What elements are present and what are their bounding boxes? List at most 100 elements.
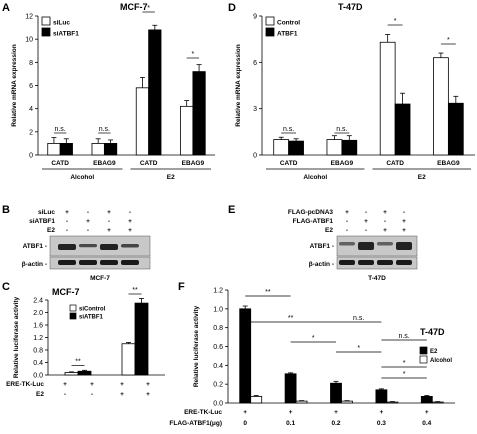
- row-sign: +: [334, 409, 338, 416]
- blot-cell-label: MCF-7: [90, 275, 110, 282]
- blot-sign: +: [128, 227, 132, 234]
- actin-band: [396, 260, 412, 265]
- blot-sign: -: [129, 209, 131, 216]
- significance-label: n.s.: [398, 333, 409, 340]
- y-axis-title: Relative mRNA expression: [11, 44, 18, 127]
- y-tick-label: 4: [29, 106, 33, 113]
- row-sign: +: [425, 409, 429, 416]
- blot-sign: -: [87, 209, 89, 216]
- bar: [59, 143, 73, 156]
- blot-row-label: FLAG-ATBF1: [293, 218, 334, 225]
- bar: [250, 396, 263, 404]
- band-label: ATBF1 -: [310, 243, 334, 250]
- y-tick-label: 0.6: [213, 344, 223, 351]
- y-tick-label: 0: [29, 153, 33, 160]
- bar: [394, 103, 411, 156]
- blot-row-label: siLuc: [38, 209, 55, 216]
- bar: [295, 400, 308, 404]
- bar: [180, 105, 194, 156]
- dose-label: 0.1: [286, 420, 295, 427]
- blot-row-label: FLAG-pcDNA3: [288, 209, 334, 216]
- row-sign: +: [243, 409, 247, 416]
- y-tick-label: 0.8: [33, 348, 43, 355]
- y-tick-label: 2.4: [33, 298, 43, 305]
- legend-swatch: [419, 346, 428, 355]
- bar: [431, 401, 444, 404]
- atbf1-band: [358, 242, 374, 250]
- bar: [77, 370, 92, 376]
- legend-swatch: [419, 355, 428, 364]
- condition-rows-c: ERE-TK-Luc + + + + E2 - - + +: [6, 381, 150, 398]
- x-tick-label: CATD: [386, 160, 404, 167]
- row-sign: +: [146, 381, 150, 388]
- bar: [103, 143, 118, 156]
- y-tick-label: 0.4: [33, 360, 43, 367]
- actin-band: [58, 260, 76, 265]
- blot-sign: +: [345, 209, 349, 216]
- atbf1-band: [339, 242, 355, 246]
- bar: [326, 139, 343, 156]
- x-tick-label: EBAG9: [182, 160, 205, 167]
- western-blot-b: siLuc + - + - siATBF1 - + - + E2 - - + + ATBF1 - β-actin…: [22, 209, 151, 282]
- significance-label: *: [312, 335, 315, 342]
- actin-band: [121, 260, 139, 265]
- panel-letter-b: B: [2, 204, 10, 216]
- legend-swatch: [265, 27, 275, 37]
- significance-label: n.s.: [353, 315, 364, 322]
- blot-sign: +: [402, 218, 406, 225]
- blot-sign: -: [108, 218, 110, 225]
- chart-a: 0 2 4 6 8 10 12 Relative mRNA expression CATD n.s…: [11, 5, 215, 181]
- x-tick-label: CATD: [280, 160, 298, 167]
- atbf1-band: [79, 244, 97, 248]
- bar: [375, 389, 388, 404]
- bar: [420, 396, 433, 404]
- bar: [284, 373, 297, 404]
- legend-label: siATBF1: [79, 315, 104, 321]
- western-blot-e: FLAG-pcDNA3 + - + - FLAG-ATBF1 - + - + E2 - - + + ATBF1…: [288, 209, 418, 282]
- row-sign: +: [380, 409, 384, 416]
- row-sign: -: [64, 391, 66, 398]
- group-label: E2: [167, 174, 175, 181]
- blot-membrane-top: [336, 235, 418, 257]
- blot-sign: -: [66, 218, 68, 225]
- bar: [135, 87, 150, 156]
- legend-label: siControl: [79, 307, 106, 313]
- row-sign: +: [63, 381, 67, 388]
- legend-swatch: [265, 16, 275, 26]
- x-tick-label: EBAG9: [331, 160, 354, 167]
- bar: [47, 143, 61, 156]
- blot-sign: +: [402, 227, 406, 234]
- group-label: Alcohol: [70, 174, 94, 181]
- bar: [433, 57, 449, 156]
- significance-label: *: [403, 371, 406, 378]
- row-label: ERE-TK-Luc: [6, 381, 44, 388]
- panel-d-title: T-47D: [338, 2, 363, 12]
- condition-rows-f: ERE-TK-Luc FLAG-ATBF1(μg) +0 +0.1 +0.2 +0.3 +0…: [169, 409, 431, 427]
- significance-label: *: [394, 18, 397, 25]
- panel-letter-a: A: [2, 2, 10, 14]
- blot-sign: +: [383, 209, 387, 216]
- y-tick-label: 1.2: [33, 335, 43, 342]
- significance-label: **: [288, 315, 294, 322]
- blot-sign: -: [346, 227, 348, 234]
- bar: [273, 139, 290, 156]
- significance-label: n.s.: [54, 126, 65, 133]
- band-label: ATBF1 -: [23, 243, 47, 250]
- blot-row-label: siATBF1: [29, 218, 55, 225]
- significance-label: n.s.: [336, 126, 347, 133]
- group-label: E2: [418, 174, 426, 181]
- group-label: Alcohol: [303, 174, 327, 181]
- legend-swatch: [69, 304, 77, 312]
- bar: [134, 302, 149, 376]
- blot-sign: -: [365, 209, 367, 216]
- chart-f: 0.0 0.2 0.4 0.6 0.8 1.0 1.2 Relative luciferase…: [193, 288, 455, 408]
- actin-band: [339, 260, 355, 265]
- bar: [64, 372, 79, 376]
- y-axis-title: Relative luciferase activity: [13, 296, 20, 378]
- legend-label: siLuc: [53, 20, 70, 27]
- legend-label: Alcohol: [430, 358, 452, 364]
- blot-sign: -: [87, 227, 89, 234]
- y-tick-label: 10: [25, 37, 33, 44]
- x-tick-label: CATD: [51, 160, 69, 167]
- row-sign: +: [120, 391, 124, 398]
